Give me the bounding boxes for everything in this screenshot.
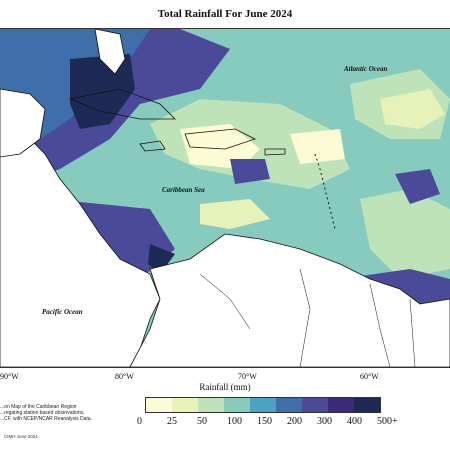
legend-label-2: 50 bbox=[197, 416, 207, 427]
label-caribbean-sea: Caribbean Sea bbox=[162, 186, 205, 194]
rainfall-zone-atlantic-dry bbox=[380, 89, 445, 129]
legend-swatch-8 bbox=[354, 398, 380, 412]
legend-label-3: 100 bbox=[227, 416, 242, 427]
rainfall-peak-colombia bbox=[148, 244, 175, 274]
rainfall-peak-florida bbox=[70, 54, 135, 129]
coast-cuba bbox=[68, 88, 176, 120]
tick-60w: 60°W bbox=[360, 372, 379, 381]
legend-label-8: 500+ bbox=[377, 416, 398, 427]
map-title: Total Rainfall For June 2024 bbox=[157, 8, 293, 20]
rainfall-map: Atlantic Ocean Caribbean Sea Pacific Oce… bbox=[0, 28, 450, 368]
tick-90w: 90°W bbox=[0, 372, 19, 381]
coast-lesser-antilles bbox=[314, 153, 336, 230]
land-south-america bbox=[129, 233, 450, 367]
coast-hispaniola bbox=[184, 128, 257, 150]
rainfall-zone-dry-east bbox=[290, 129, 345, 164]
land-yucatan bbox=[0, 88, 46, 158]
legend-label-0: 0 bbox=[137, 416, 142, 427]
rainfall-zone-se bbox=[360, 189, 450, 279]
legend-label-7: 400 bbox=[347, 416, 362, 427]
country-borders bbox=[199, 268, 416, 367]
credit: CIMH June 2024 bbox=[4, 434, 38, 439]
rainfall-map-svg bbox=[0, 29, 450, 367]
legend-label-6: 300 bbox=[317, 416, 332, 427]
legend-swatch-2 bbox=[198, 398, 224, 412]
coast-jamaica bbox=[139, 140, 166, 152]
legend-swatch-3 bbox=[224, 398, 250, 412]
label-pacific-ocean: Pacific Ocean bbox=[42, 308, 83, 316]
legend-swatch-0 bbox=[146, 398, 172, 412]
legend-swatch-4 bbox=[250, 398, 276, 412]
legend-labels: 0 25 50 100 150 200 300 400 500+ bbox=[137, 416, 407, 428]
legend-swatch-6 bbox=[302, 398, 328, 412]
coast-puerto-rico bbox=[264, 148, 286, 156]
land-florida bbox=[94, 29, 126, 75]
legend-swatch-7 bbox=[328, 398, 354, 412]
map-note: ...on Map of the Caribbean Region ...reg… bbox=[0, 404, 92, 422]
rainfall-spot-east bbox=[395, 169, 440, 204]
tick-80w: 80°W bbox=[115, 372, 134, 381]
legend-label-1: 25 bbox=[167, 416, 177, 427]
label-atlantic-ocean: Atlantic Ocean bbox=[344, 65, 388, 73]
rainfall-spot-central bbox=[230, 159, 270, 184]
legend-swatch-5 bbox=[276, 398, 302, 412]
rainfall-zone-south-pale bbox=[200, 199, 270, 229]
axis-title: Rainfall (mm) bbox=[199, 382, 251, 392]
legend-label-4: 150 bbox=[257, 416, 272, 427]
legend-colorbar bbox=[145, 397, 381, 413]
legend-label-5: 200 bbox=[287, 416, 302, 427]
rainfall-zone-dry-hispaniola bbox=[180, 124, 260, 169]
tick-70w: 70°W bbox=[238, 372, 257, 381]
legend-swatch-1 bbox=[172, 398, 198, 412]
